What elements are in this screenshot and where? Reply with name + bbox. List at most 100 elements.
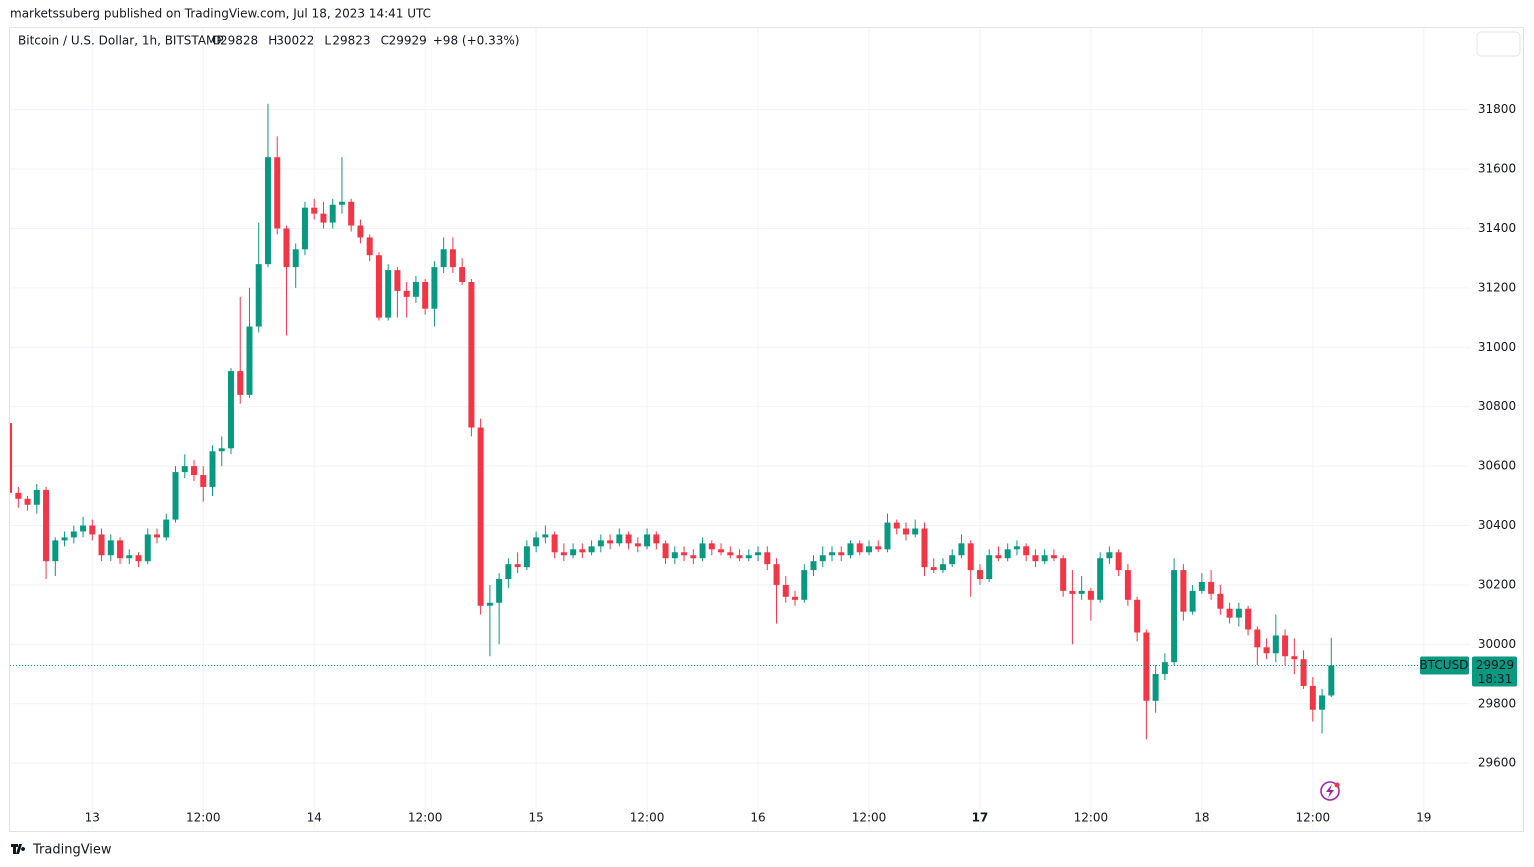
x-tick-label: 12:00: [408, 811, 443, 825]
candle-body: [1245, 608, 1252, 630]
candle-body: [1004, 549, 1011, 559]
candle-body: [1032, 555, 1039, 562]
candle-body: [653, 534, 660, 544]
frame: [9, 27, 1524, 832]
candle-body: [375, 255, 382, 318]
candle-body: [958, 543, 965, 556]
candle-body: [1143, 632, 1150, 701]
candle-body: [782, 584, 789, 597]
candle-body: [995, 555, 1002, 559]
candle-body: [468, 281, 475, 428]
candle-body: [33, 489, 40, 505]
x-tick-label: 12:00: [1074, 811, 1109, 825]
x-tick-label: 12:00: [630, 811, 665, 825]
chart-title: Bitcoin / U.S. Dollar, 1h, BITSTAMP: [18, 34, 224, 48]
alert-bolt: [1326, 784, 1334, 798]
candles: [10, 103, 1335, 740]
candle-body: [718, 549, 725, 553]
candle-body: [560, 552, 567, 556]
candle-body: [597, 540, 604, 547]
candle-body: [191, 466, 198, 476]
candle-body: [61, 537, 68, 541]
candle-body: [172, 472, 179, 520]
countdown-label: 18:31: [1478, 672, 1513, 686]
candle-body: [348, 201, 355, 226]
candle-body: [939, 564, 946, 571]
candle-body: [949, 555, 956, 565]
candle-body: [283, 228, 290, 268]
candle-body: [431, 267, 438, 309]
candle-body: [884, 522, 891, 550]
candle-body: [52, 540, 59, 562]
candle-body: [1041, 555, 1048, 562]
candle-body: [1124, 570, 1131, 600]
ohlc-letter: C: [381, 34, 389, 48]
candle-body: [144, 534, 151, 562]
y-tick-label: 30600: [1478, 459, 1516, 473]
candle-body: [10, 423, 13, 493]
candle-body: [486, 602, 493, 606]
candle-body: [523, 546, 530, 568]
candle-body: [912, 528, 919, 535]
candle-body: [967, 543, 974, 571]
candle-body: [1106, 552, 1113, 559]
candle-body: [838, 552, 845, 556]
candle-body: [357, 225, 364, 238]
candle-body: [865, 546, 872, 553]
x-tick-label: 12:00: [186, 811, 221, 825]
candle-body: [745, 555, 752, 559]
candle-body: [311, 207, 318, 214]
candle-body: [227, 371, 234, 449]
candle-body: [126, 555, 133, 559]
y-tick-label: 31200: [1478, 280, 1516, 294]
candle-body: [246, 326, 253, 395]
candle-body: [764, 552, 771, 565]
candle-body: [1087, 590, 1094, 600]
candle-body: [1254, 629, 1261, 648]
candle-body: [1282, 635, 1289, 657]
candle-body: [625, 534, 632, 544]
candle-body: [514, 564, 521, 568]
candle-body: [1208, 581, 1215, 594]
symbol-label: BTCUSD: [1420, 658, 1469, 672]
candle-body: [1309, 685, 1316, 710]
ohlc-value: 29823: [332, 34, 370, 48]
candle-body: [449, 249, 456, 268]
y-tick-label: 31000: [1478, 340, 1516, 354]
ohlc-value: 29929: [389, 34, 427, 48]
ohlc-letter: L: [324, 34, 331, 48]
settings-button[interactable]: [1476, 31, 1521, 57]
candle-body: [477, 427, 484, 606]
candle-body: [218, 448, 225, 452]
x-tick-label: 13: [85, 811, 100, 825]
candle-body: [1161, 662, 1168, 675]
candle-body: [616, 534, 623, 544]
candle-body: [1198, 581, 1205, 591]
alert-icon[interactable]: [1320, 781, 1340, 801]
candle-body: [338, 201, 345, 205]
candle-body: [1134, 599, 1141, 633]
candle-body: [708, 543, 715, 550]
y-tick-label: 29800: [1478, 696, 1516, 710]
candle-body: [292, 249, 299, 268]
candle-body: [107, 540, 114, 556]
candle-body: [496, 579, 503, 603]
candle-body: [274, 157, 281, 229]
x-tick-label: 14: [307, 811, 322, 825]
candle-body: [671, 552, 678, 559]
x-tick-label: 17: [972, 811, 989, 825]
candle-body: [135, 555, 142, 562]
candle-body: [856, 543, 863, 553]
candle-body: [1291, 656, 1298, 660]
alert-dot: [1334, 782, 1340, 788]
candle-body: [329, 204, 336, 223]
candle-body: [1171, 570, 1178, 663]
candle-body: [1115, 552, 1122, 571]
x-tick-label: 18: [1194, 811, 1209, 825]
candle-body: [644, 534, 651, 547]
candle-body: [810, 561, 817, 571]
candle-body: [551, 534, 558, 553]
candle-body: [829, 552, 836, 556]
y-tick-label: 31600: [1478, 162, 1516, 176]
